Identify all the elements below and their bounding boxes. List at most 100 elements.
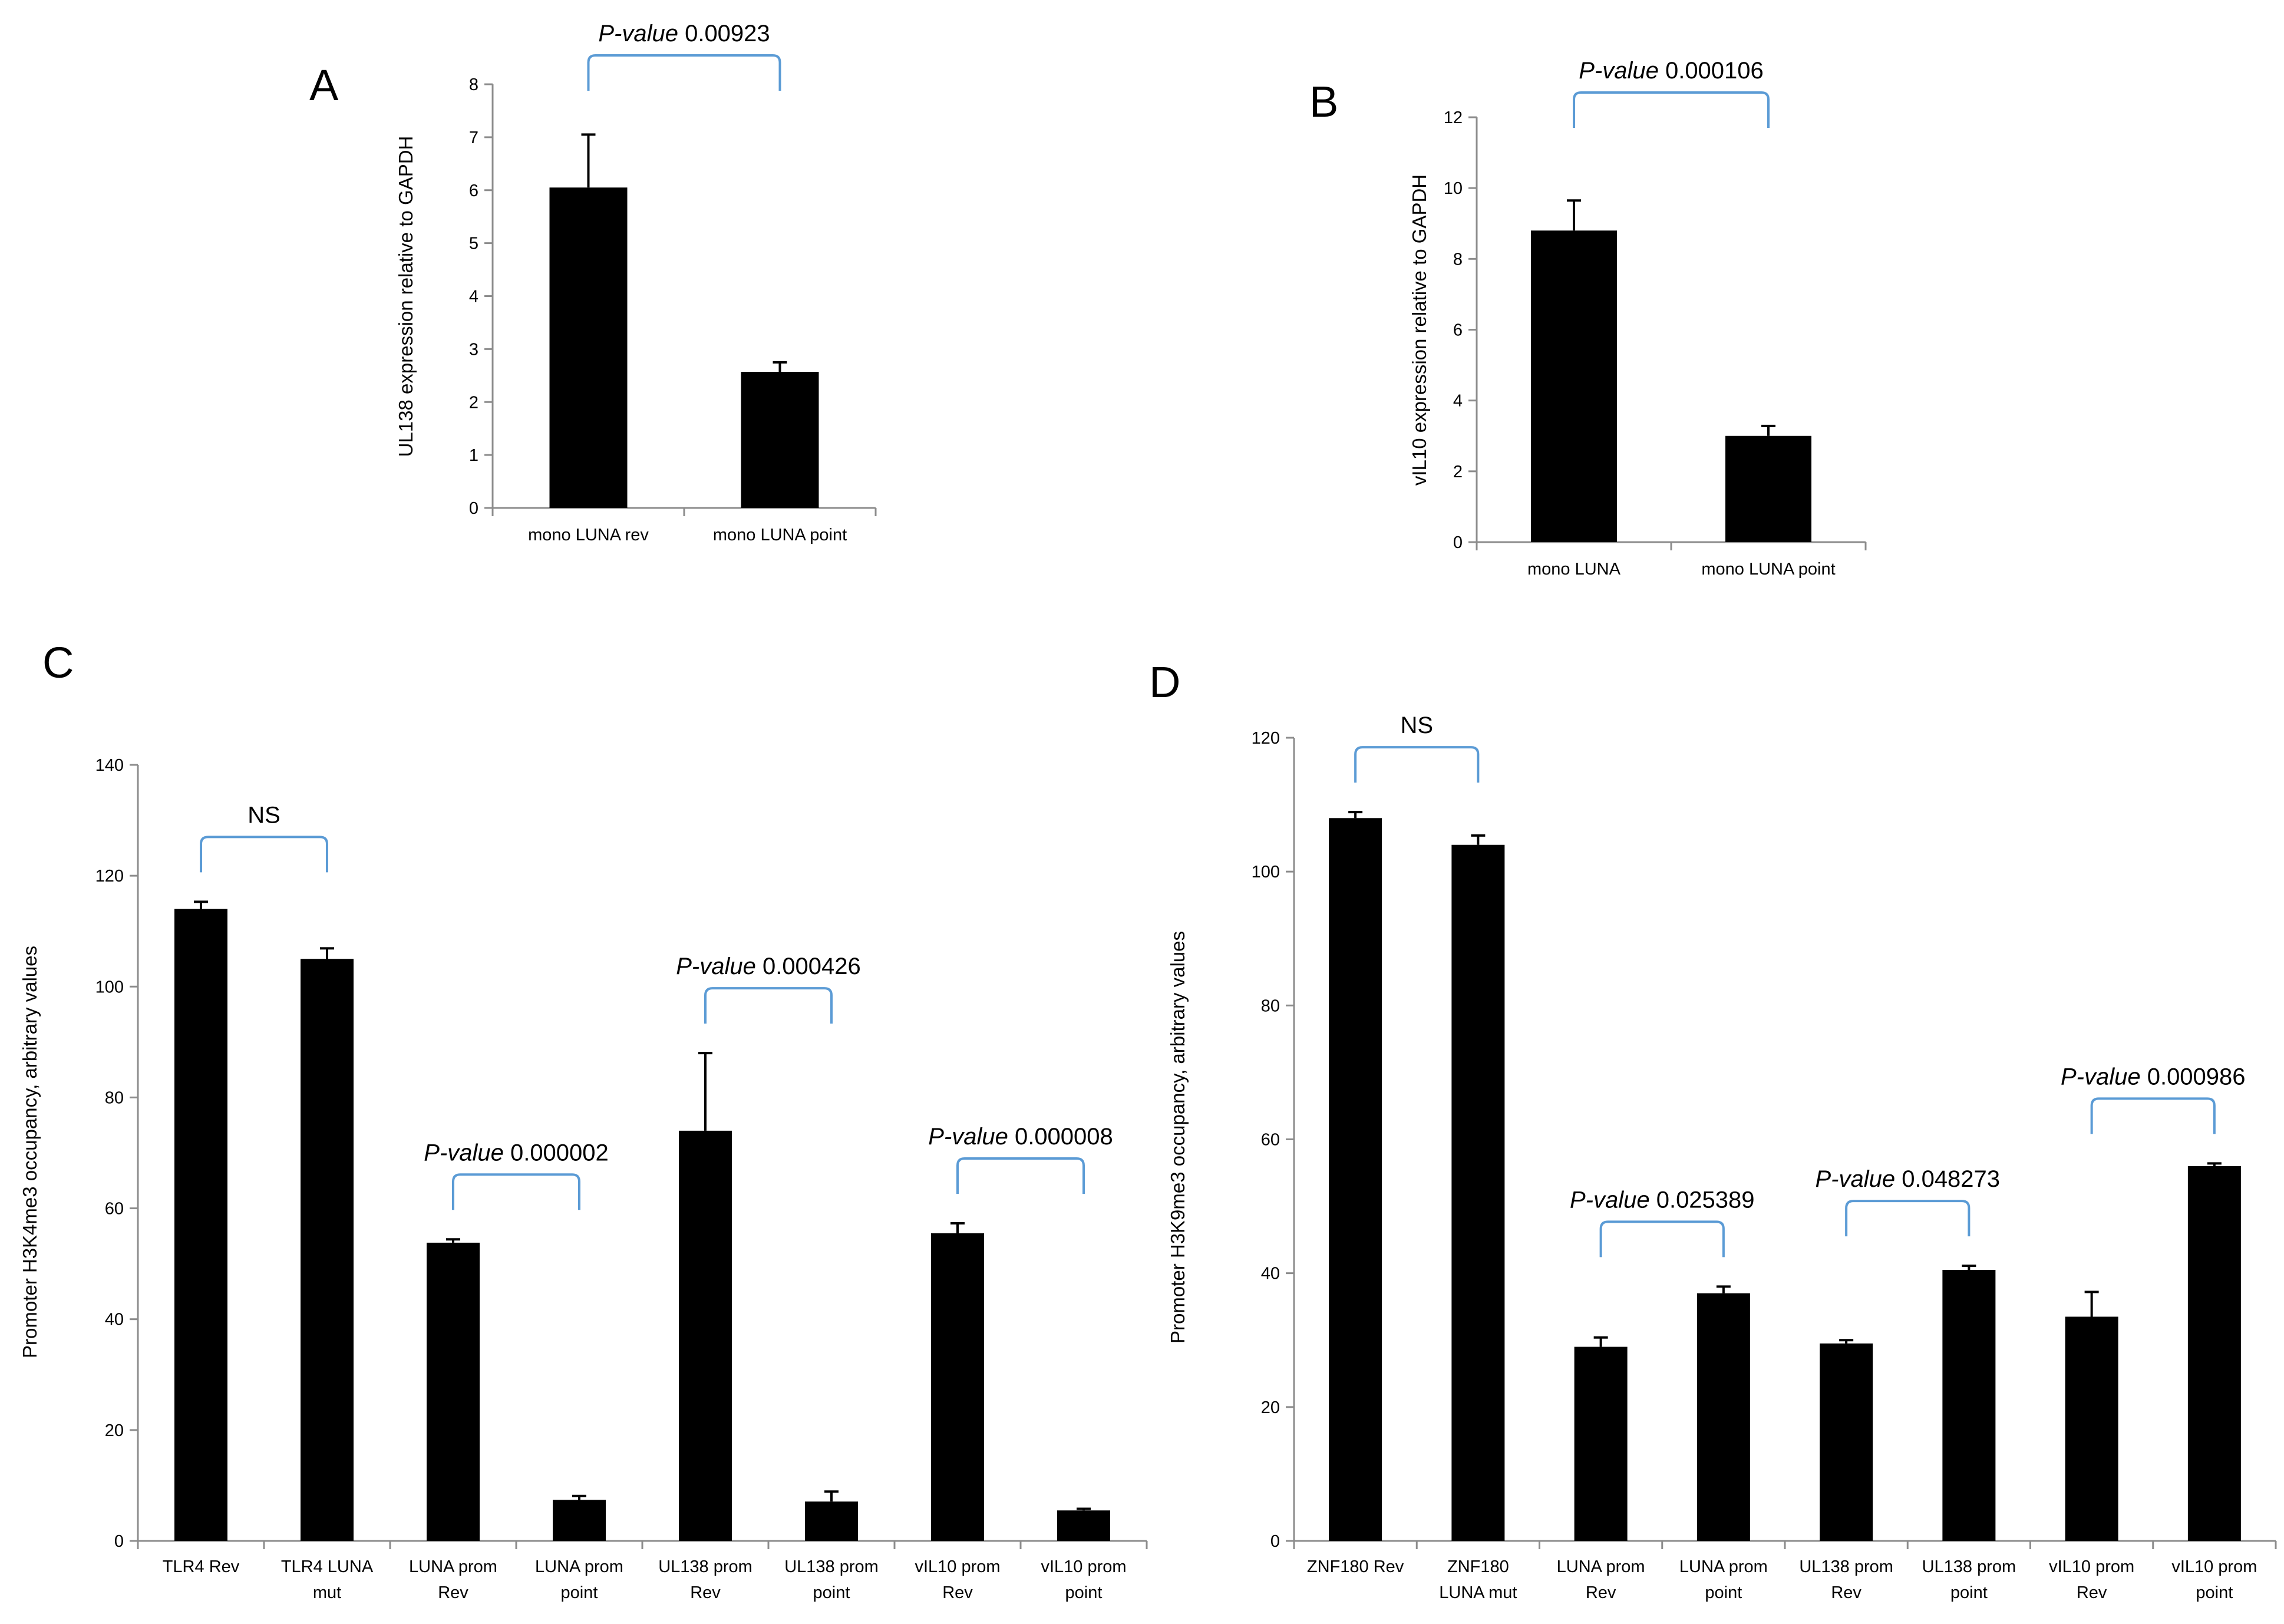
category-label: LUNA prom point <box>1679 1557 1768 1602</box>
comparison-bracket <box>1573 91 1770 128</box>
bar <box>549 187 628 509</box>
comparison-label: NS <box>247 802 280 828</box>
y-tick-label: 2 <box>469 393 478 412</box>
comparison-bracket <box>2090 1097 2216 1134</box>
comparison-bracket <box>452 1173 580 1210</box>
y-tick-label: 4 <box>1453 392 1463 411</box>
y-tick-label: 120 <box>95 867 124 886</box>
bar <box>1725 435 1811 542</box>
panel-letter: D <box>1149 658 1180 707</box>
bar <box>805 1501 858 1541</box>
category-label: UL138 prom point <box>1922 1557 2016 1602</box>
y-tick-label: 80 <box>1261 996 1280 1015</box>
category-label: mono LUNA <box>1527 560 1621 579</box>
bar <box>301 959 354 1541</box>
comparison-label: P-value 0.000986 <box>2061 1064 2246 1090</box>
y-tick-label: 10 <box>1444 179 1463 198</box>
category-label: ZNF180 LUNA mut <box>1439 1557 1517 1602</box>
y-tick-label: 7 <box>469 128 478 147</box>
category-label: vIL10 prom Rev <box>915 1557 1000 1602</box>
chart-panel-d: D 0 20 40 60 80 100 120 ZNF180 Rev ZNF180 LUNA mut… <box>1149 658 2277 1602</box>
y-tick-label: 8 <box>469 75 478 94</box>
comparison-bracket <box>1845 1200 1971 1237</box>
comparison-label: P-value 0.048273 <box>1815 1166 2000 1192</box>
bar <box>1942 1269 1996 1541</box>
bar <box>1820 1343 1873 1541</box>
y-tick-label: 20 <box>1261 1398 1280 1417</box>
y-axis-title: Promoter H3K9me3 occupancy, arbitrary va… <box>1167 931 1189 1344</box>
y-tick-label: 5 <box>469 235 478 253</box>
y-tick-label: 6 <box>1453 321 1463 340</box>
comparison-label: P-value 0.025389 <box>1570 1187 1755 1213</box>
y-tick-label: 60 <box>1261 1131 1280 1150</box>
chart-panel-a: A 0 1 2 3 4 5 6 7 8 mono LUNA rev mono LUNA point UL… <box>309 21 877 544</box>
bar <box>2187 1166 2241 1541</box>
comparison-label: P-value 0.000426 <box>676 953 861 979</box>
bar <box>679 1130 732 1541</box>
y-tick-label: 120 <box>1252 729 1280 748</box>
category-label: ZNF180 Rev <box>1307 1557 1404 1576</box>
category-label: TLR4 Rev <box>163 1557 240 1576</box>
category-label: vIL10 prom point <box>2171 1557 2257 1602</box>
category-label: UL138 prom point <box>784 1557 879 1602</box>
y-tick-label: 1 <box>469 446 478 465</box>
comparison-label: NS <box>1400 712 1433 738</box>
category-label: mono LUNA point <box>1701 560 1835 579</box>
comparison-label: P-value 0.000008 <box>928 1124 1113 1150</box>
comparison-bracket <box>200 836 328 873</box>
category-label: LUNA prom Rev <box>1557 1557 1645 1602</box>
comparison-bracket <box>1354 746 1480 783</box>
comparison-bracket <box>587 54 781 91</box>
category-label: LUNA prom point <box>535 1557 623 1602</box>
y-tick-label: 2 <box>1453 463 1463 481</box>
bar <box>2065 1316 2118 1541</box>
bar <box>741 372 819 508</box>
y-tick-label: 0 <box>469 499 478 518</box>
y-tick-label: 40 <box>105 1311 124 1329</box>
y-tick-label: 0 <box>1453 533 1463 552</box>
y-tick-label: 0 <box>1270 1532 1280 1551</box>
comparison-bracket <box>956 1157 1085 1194</box>
category-label: TLR4 LUNA mut <box>281 1557 374 1602</box>
panel-letter: C <box>42 638 74 687</box>
category-label: LUNA prom Rev <box>409 1557 497 1602</box>
y-tick-label: 8 <box>1453 250 1463 269</box>
y-tick-label: 6 <box>469 181 478 200</box>
y-tick-label: 40 <box>1261 1265 1280 1283</box>
comparison-label: P-value 0.000106 <box>1579 58 1764 84</box>
bar <box>553 1500 606 1541</box>
bar <box>1531 230 1617 542</box>
y-tick-label: 80 <box>105 1088 124 1107</box>
category-label: mono LUNA rev <box>528 526 649 544</box>
y-tick-label: 12 <box>1444 108 1463 127</box>
category-label: vIL10 prom Rev <box>2049 1557 2134 1602</box>
chart-panel-b: B 0 2 4 6 8 10 12 mono LUNA mono LUNA point vIL10 … <box>1309 58 1867 579</box>
y-axis-title: Promoter H3K4me3 occupancy, arbitrary va… <box>19 946 41 1358</box>
y-tick-label: 3 <box>469 340 478 359</box>
y-axis-title: UL138 expression relative to GAPDH <box>395 136 417 457</box>
comparison-bracket <box>704 987 833 1024</box>
panel-letter: B <box>1309 77 1338 126</box>
y-tick-label: 60 <box>105 1200 124 1219</box>
category-label: UL138 prom Rev <box>1799 1557 1893 1602</box>
panel-letter: A <box>309 61 339 110</box>
chart-panel-c: C 0 20 40 60 80 100 120 140 TLR4 Rev TLR4 LUNA mut L… <box>19 638 1148 1602</box>
bar <box>174 909 227 1541</box>
bar <box>1697 1293 1750 1541</box>
bar <box>1329 818 1382 1541</box>
category-label: UL138 prom Rev <box>658 1557 752 1602</box>
y-tick-label: 20 <box>105 1421 124 1440</box>
category-label: mono LUNA point <box>713 526 847 544</box>
comparison-bracket <box>1599 1220 1725 1257</box>
bar <box>1451 844 1505 1541</box>
comparison-label: P-value 0.00923 <box>598 21 770 47</box>
bar <box>1057 1510 1110 1541</box>
comparison-label: P-value 0.000002 <box>424 1140 609 1166</box>
y-tick-label: 100 <box>1252 863 1280 882</box>
bar <box>1574 1346 1628 1541</box>
y-tick-label: 140 <box>95 756 124 775</box>
category-label: vIL10 prom point <box>1041 1557 1126 1602</box>
bar <box>931 1233 984 1541</box>
y-tick-label: 0 <box>114 1532 124 1551</box>
